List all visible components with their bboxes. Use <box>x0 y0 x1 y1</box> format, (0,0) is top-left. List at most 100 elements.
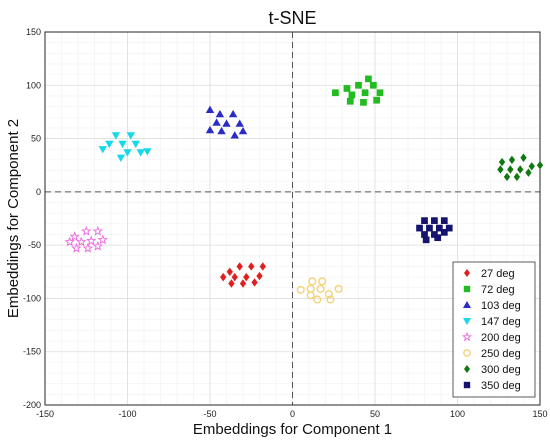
legend-marker <box>463 349 471 357</box>
data-point <box>238 126 248 135</box>
legend-marker <box>463 318 471 325</box>
data-point <box>528 162 535 171</box>
data-point <box>308 277 317 286</box>
data-point <box>217 126 226 135</box>
data-point <box>235 119 244 127</box>
x-tick-label: 0 <box>290 409 295 419</box>
data-point <box>360 98 367 106</box>
legend-label: 147 deg <box>481 316 521 328</box>
y-tick-label: -100 <box>23 293 41 303</box>
data-point <box>259 262 266 271</box>
legend: 27 deg 72 deg 103 deg 147 deg 200 deg 250 deg… <box>452 261 536 398</box>
legend-label: 300 deg <box>481 364 521 376</box>
data-point <box>343 85 351 92</box>
data-point <box>525 168 532 177</box>
legend-marker <box>464 269 470 277</box>
data-point <box>434 234 442 242</box>
data-point <box>440 217 448 224</box>
data-point <box>313 295 322 304</box>
data-point <box>131 140 140 149</box>
y-tick-label: 50 <box>31 134 41 144</box>
data-point <box>517 165 524 174</box>
data-point <box>143 148 152 156</box>
legend-label: 250 deg <box>481 348 521 360</box>
x-tick-label: -150 <box>36 409 54 419</box>
data-point <box>76 236 87 247</box>
legend-marker <box>463 285 471 293</box>
data-point <box>85 235 97 246</box>
data-point <box>123 149 132 157</box>
data-point <box>369 81 377 89</box>
data-point <box>230 131 239 139</box>
data-point <box>105 140 114 149</box>
data-point <box>316 284 325 293</box>
y-tick-label: 100 <box>26 80 41 90</box>
data-point <box>422 236 430 244</box>
x-tick-label: 50 <box>370 409 380 419</box>
data-point <box>212 118 221 126</box>
data-point <box>236 262 243 271</box>
data-point <box>92 240 104 251</box>
data-point <box>324 290 333 299</box>
legend-box <box>452 261 536 398</box>
data-point <box>348 91 356 99</box>
data-point <box>231 272 238 282</box>
data-point <box>215 109 225 118</box>
chart-title: t-SNE <box>268 8 316 28</box>
zero-lines <box>45 32 540 405</box>
data-point <box>498 157 506 167</box>
data-point <box>373 96 381 104</box>
plot-area-frame <box>44 31 541 406</box>
data-point <box>228 109 238 118</box>
data-point <box>318 277 327 286</box>
y-tick-label: -150 <box>23 347 41 357</box>
data-point <box>536 161 544 170</box>
data-point <box>220 272 227 282</box>
data-point <box>136 149 145 157</box>
data-point <box>355 81 362 89</box>
data-point <box>64 236 75 247</box>
data-point <box>508 155 516 165</box>
legend-label: 103 deg <box>481 300 521 312</box>
y-axis-ticks: -200 -150 -100 -50 0 50 100 150 <box>23 27 41 410</box>
data-point <box>361 89 369 97</box>
data-points <box>64 75 544 304</box>
data-point <box>239 279 247 288</box>
data-point <box>226 267 233 276</box>
y-axis-label: Embeddings for Component 2 <box>5 119 22 318</box>
data-point <box>126 132 135 140</box>
data-point <box>111 132 121 140</box>
data-point <box>416 224 423 232</box>
data-point <box>334 284 343 293</box>
legend-marker <box>464 365 470 373</box>
data-point <box>296 285 305 294</box>
x-tick-label: 150 <box>532 409 547 419</box>
legend-marker <box>463 381 471 389</box>
y-tick-label: 150 <box>26 27 41 37</box>
x-axis-label: Embeddings for Component 1 <box>193 421 392 438</box>
legend-label: 72 deg <box>481 284 515 296</box>
y-tick-label: 0 <box>36 187 41 197</box>
data-point <box>81 225 92 236</box>
data-point <box>346 97 354 105</box>
legend-label: 200 deg <box>481 332 521 344</box>
data-point <box>306 291 315 300</box>
x-tick-label: -50 <box>203 409 216 419</box>
data-point <box>205 105 215 113</box>
data-point <box>98 146 107 154</box>
data-point <box>497 165 504 174</box>
data-point <box>520 153 527 162</box>
x-axis-ticks: -150 -100 -50 0 50 100 150 <box>36 409 548 419</box>
data-point <box>69 231 80 242</box>
x-tick-label: -100 <box>118 409 136 419</box>
data-point <box>251 278 258 287</box>
data-point <box>435 224 443 232</box>
data-point <box>431 217 438 224</box>
data-point <box>116 154 126 162</box>
data-point <box>243 272 250 282</box>
x-tick-label: 100 <box>450 409 465 419</box>
data-point <box>222 119 231 127</box>
legend-label: 27 deg <box>481 268 515 280</box>
data-point <box>118 140 127 149</box>
